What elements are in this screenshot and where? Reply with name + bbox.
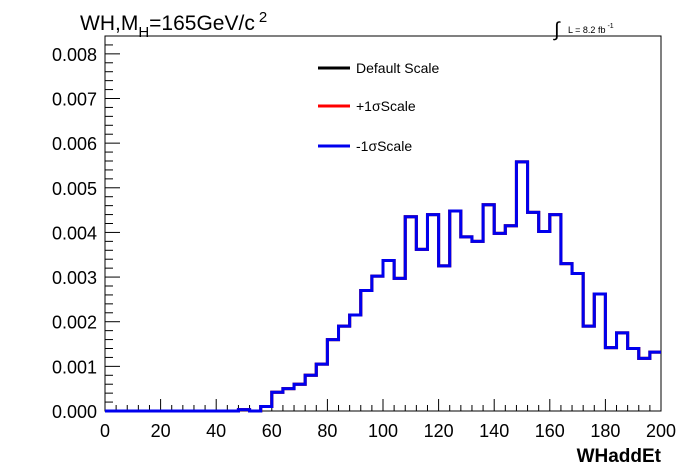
series-2: [105, 160, 661, 413]
series-line: [105, 160, 661, 413]
chart-title: WH,MH=165GeV/c 2: [80, 9, 267, 41]
x-tick-label: 20: [151, 421, 171, 441]
x-tick-label: 200: [646, 421, 676, 441]
x-tick-label: 180: [590, 421, 620, 441]
x-tick-label: 0: [100, 421, 110, 441]
legend-entry: Default Scale: [356, 60, 439, 76]
legend-entry: -1σScale: [356, 138, 412, 154]
lumi-integral-symbol: ∫: [553, 19, 561, 41]
y-tick-label: 0.000: [52, 402, 97, 422]
lumi-annotation: L = 8.2 fb -1: [568, 23, 614, 35]
x-tick-labels: 0 20 40 60 80 100 120 140 160 180 200: [100, 421, 676, 441]
series-0: [105, 160, 661, 413]
legend-entry: +1σScale: [356, 98, 416, 114]
y-tick-labels: 0.000 0.001 0.002 0.003 0.004 0.005 0.006 0.007…: [52, 45, 97, 422]
y-tick-label: 0.008: [52, 45, 97, 65]
x-tick-label: 80: [317, 421, 337, 441]
y-tick-label: 0.005: [52, 179, 97, 199]
title-subscript: H: [138, 24, 149, 41]
x-tick-label: 140: [479, 421, 509, 441]
x-tick-label: 100: [368, 421, 398, 441]
title-superscript: 2: [259, 9, 267, 26]
y-tick-label: 0.002: [52, 313, 97, 333]
series-line: [105, 160, 661, 413]
axis-ticks: [104, 35, 662, 412]
x-tick-label: 120: [424, 421, 454, 441]
y-tick-label: 0.007: [52, 90, 97, 110]
y-tick-label: 0.004: [52, 223, 97, 243]
lumi-text: L = 8.2 fb: [568, 25, 605, 35]
y-tick-label: 0.006: [52, 134, 97, 154]
x-tick-label: 60: [262, 421, 282, 441]
plot-frame: [104, 35, 662, 412]
legend: Default Scale +1σScale -1σScale: [318, 60, 439, 154]
x-tick-label: 160: [535, 421, 565, 441]
x-axis-label: WHaddEt: [577, 446, 662, 467]
title-suffix: =165GeV/c: [149, 12, 255, 35]
x-tick-label: 40: [206, 421, 226, 441]
title-prefix: WH,M: [80, 12, 138, 35]
lumi-superscript: -1: [607, 23, 613, 30]
y-tick-label: 0.001: [52, 357, 97, 377]
y-tick-label: 0.003: [52, 268, 97, 288]
series-1: [105, 160, 661, 413]
series-line: [105, 160, 661, 413]
series-layer: [105, 160, 661, 413]
